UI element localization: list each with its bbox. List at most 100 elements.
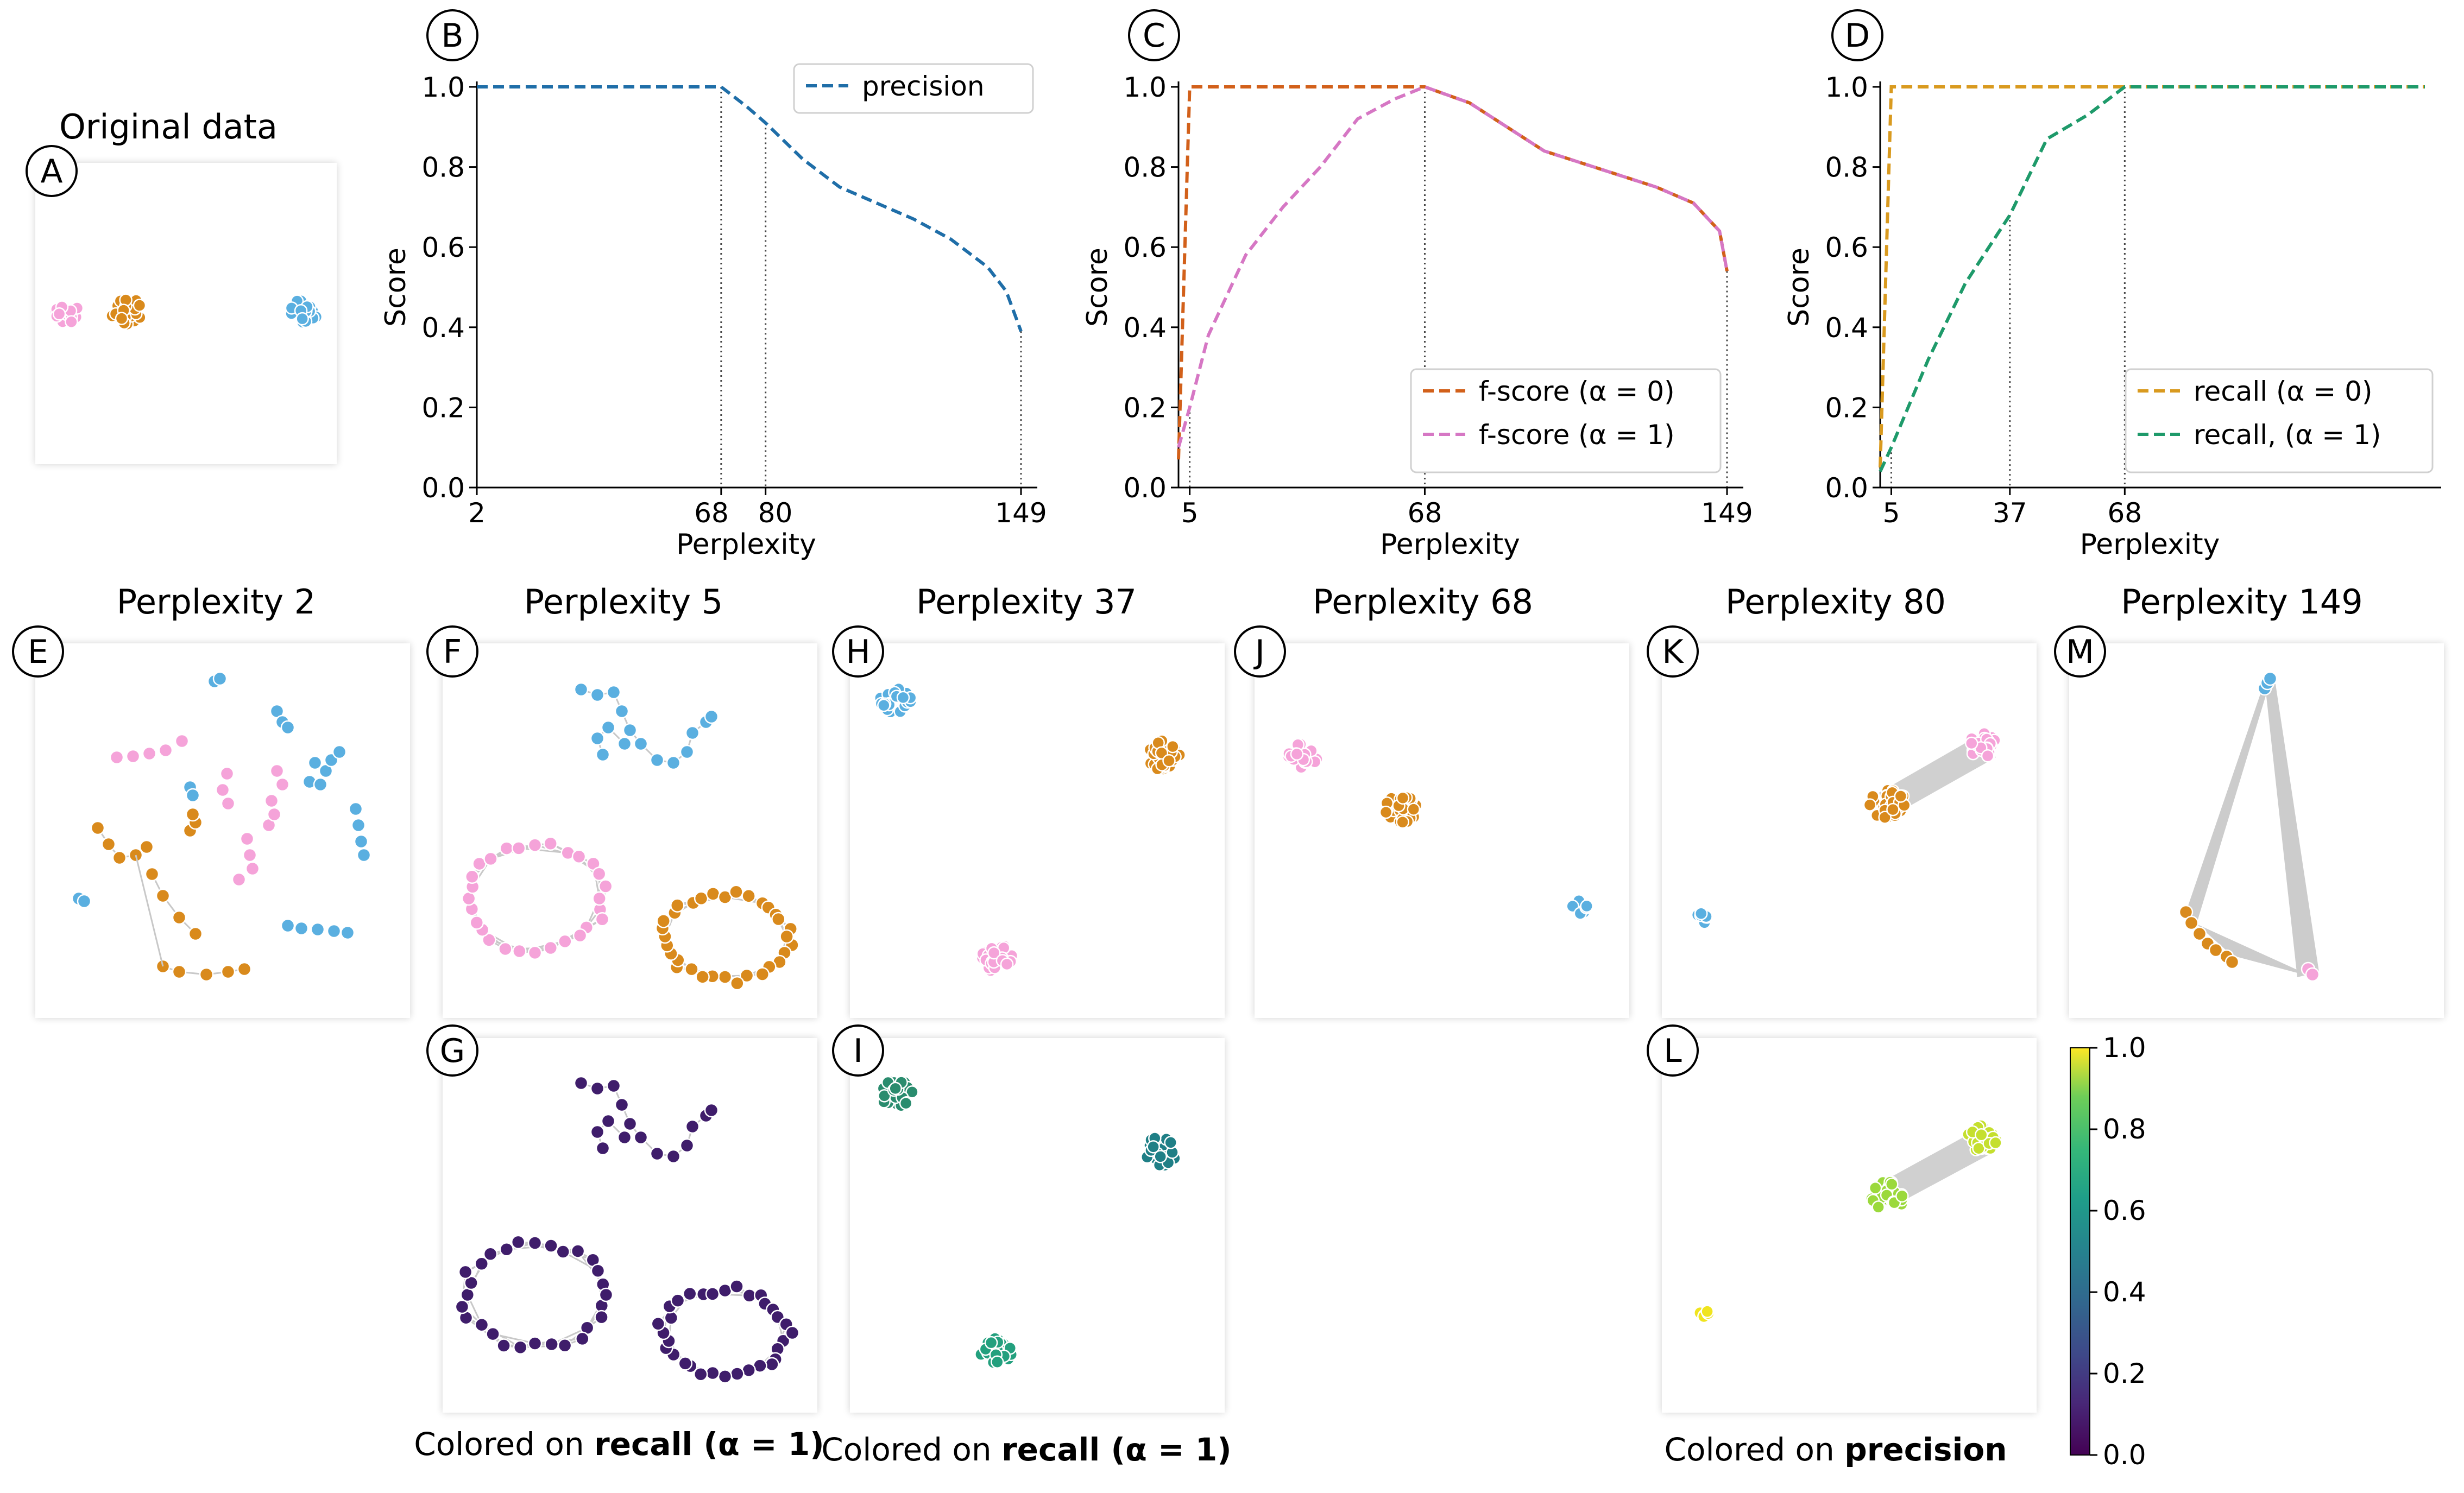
g-purple-3-point [458,1264,473,1280]
g-purple-3-point [486,1326,500,1342]
e-blue-3-point [332,744,347,760]
g-purple-3-point [557,1338,572,1353]
j-pink-point [1290,747,1304,761]
f-pink-point [598,879,613,894]
m-orange-point [2208,942,2223,958]
chart-f-score: 0.0 0.2 0.4 0.6 0.8 1.0 5 68 149 Perplexity Score f… [1081,72,1753,561]
panel-letter-circle-i [832,1024,884,1077]
legend-box-D [2125,368,2434,473]
panel-letter-circle-b [426,9,478,61]
g-purple-1-point [574,1076,589,1091]
original-data-title: Original data [59,107,278,147]
panel-letter-circle-c [1128,9,1180,61]
title-perplexity-2: Perplexity 2 [117,582,316,622]
h-pink-point [987,946,1001,960]
i-cluster-2-point [1154,1150,1167,1163]
f-blue-point [650,752,665,768]
panel-letter-circle-h [832,625,884,678]
e-blue-3-point [307,755,323,770]
j-orange-point [1396,815,1409,829]
series-line-B-0 [477,85,1023,332]
e-pink-4-point [264,793,279,808]
panel-letter-circle-m [2054,625,2106,678]
title-perplexity-149: Perplexity 149 [2121,582,2362,622]
f-blue-point [574,682,589,697]
l-cluster-1-point [1885,1177,1899,1191]
panel-letters: A B C D E F G H I J K L M [12,9,2106,1077]
f-blue-point [666,755,681,770]
f-orange-point [695,970,710,984]
e-blue-7-point [77,894,92,909]
f-orange-point [729,884,743,899]
e-pink-2-point [215,782,230,798]
f-orange-point [741,889,756,903]
xtick-label-C-1: 68 [1408,497,1442,529]
l-cluster-1-point [1868,1181,1882,1195]
m-orange-point [2184,915,2199,931]
e-blue-2-point [280,720,295,735]
e-orange-2-point [144,866,160,882]
f-orange-point [730,976,745,991]
e-blue-1-point [212,671,228,686]
panel-letter-circle-d [1831,9,1883,61]
panel-letter-circle-e [12,625,64,678]
f-blue-point [633,736,648,751]
f-blue-2-point [601,720,616,735]
e-orange-1-point [90,820,105,836]
ytick-label-C-4: 0.8 [1123,152,1167,184]
h-blue-point [896,691,910,705]
g-purple-4-point [693,1367,708,1382]
panel-letter-h: H [846,633,870,671]
title-perplexity-37: Perplexity 37 [916,582,1137,622]
g-purple-1-point [679,1138,695,1153]
l-cluster-2-point [1975,1128,1988,1142]
g-purple-4-point [705,1365,720,1381]
xtick-label-D-0: 5 [1883,497,1900,529]
i-cluster-2-point [1164,1136,1177,1149]
g-purple-3-point [556,1244,570,1259]
f-orange-point [694,891,709,906]
l-cluster-2-point [1989,1136,2002,1150]
panel-k [1662,643,2037,1018]
e-blue-5-point [354,834,369,849]
e-orange-4-point [185,807,200,822]
e-orange-1-point [112,850,127,865]
ytick-label-C-1: 0.2 [1123,392,1167,423]
ytick-label-B-5: 1.0 [421,72,465,103]
legend-label-B-0: precision [862,71,985,102]
e-pink-1-point [158,743,173,758]
e-pink-3-point [240,831,255,846]
panel-letter-j: J [1253,633,1265,671]
f-pink-point [527,945,543,960]
legend-label-D-1: recall, (α = 1) [2194,419,2381,451]
g-purple-1-point [622,1116,638,1131]
f-pink-point [527,838,543,852]
ylabel-B: Score [380,248,412,327]
k-pink-point [1981,749,1995,763]
ytick-label-B-3: 0.6 [421,232,465,263]
colorbar-tick-label-4: 0.8 [2103,1114,2146,1145]
ytick-label-C-5: 1.0 [1123,72,1167,103]
m-blue-point [2263,671,2278,686]
g-purple-3-edge [506,1245,551,1250]
g-purple-3-point [527,1336,543,1351]
panel-letter-g: G [440,1032,465,1070]
caption-g: Colored on recall (α = 1) [414,1426,824,1463]
h-blue-point [877,698,891,712]
g-purple-3-point [598,1287,614,1302]
title-perplexity-80: Perplexity 80 [1725,582,1946,622]
panel-letter-circle-a [26,145,78,197]
l-edge-band [1879,1124,1996,1208]
e-pink-3-point [245,861,260,876]
colorbar-tick-label-5: 1.0 [2103,1032,2146,1064]
g-purple-1-point [614,1097,629,1112]
g-purple-2-point [601,1114,616,1129]
i-cluster-1-point [899,1096,913,1110]
f-pink-point [558,934,572,949]
f-pink-point [499,841,514,856]
f-pink-point [483,851,498,866]
j-orange-point [1379,805,1393,819]
f-blue-point [606,685,621,700]
g-purple-4-point [705,1287,720,1301]
